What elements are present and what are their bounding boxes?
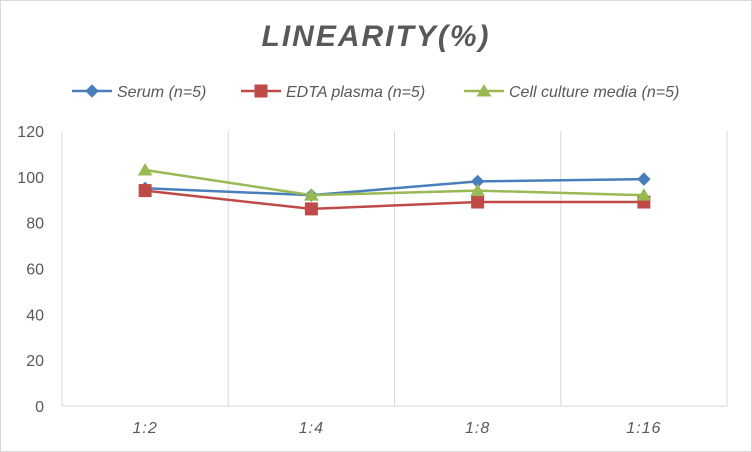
grid-lines bbox=[61, 131, 728, 406]
series-1 bbox=[138, 184, 651, 216]
data-point bbox=[137, 162, 153, 176]
chart-title: LINEARITY(%) bbox=[261, 20, 491, 53]
series-group bbox=[137, 162, 652, 216]
y-tick-label: 60 bbox=[26, 262, 44, 279]
data-point bbox=[637, 172, 651, 186]
data-point bbox=[471, 195, 485, 209]
legend-label: Cell culture media (n=5) bbox=[509, 84, 679, 101]
series-line bbox=[144, 168, 644, 197]
y-tick-label: 0 bbox=[35, 399, 44, 416]
legend-marker bbox=[85, 84, 99, 98]
data-point bbox=[470, 183, 486, 197]
legend-marker bbox=[476, 84, 492, 97]
legend-marker bbox=[254, 84, 268, 98]
series-line bbox=[145, 177, 644, 197]
x-tick-label: 1:8 bbox=[465, 420, 490, 437]
y-tick-label: 40 bbox=[26, 307, 44, 324]
data-point bbox=[636, 188, 652, 201]
x-tick-label: 1:4 bbox=[299, 420, 324, 437]
y-tick-label: 120 bbox=[17, 124, 44, 141]
data-point bbox=[304, 202, 318, 216]
y-tick-label: 100 bbox=[17, 170, 44, 187]
series-2 bbox=[137, 162, 652, 201]
y-tick-label: 20 bbox=[26, 353, 44, 370]
data-point bbox=[303, 188, 319, 201]
legend-item: EDTA plasma (n=5) bbox=[241, 84, 425, 101]
data-point bbox=[138, 184, 152, 198]
x-tick-label: 1:2 bbox=[133, 420, 158, 437]
y-tick-label: 80 bbox=[26, 216, 44, 233]
legend: Serum (n=5) EDTA plasma (n=5) Cell culture… bbox=[72, 84, 679, 101]
legend-label: Serum (n=5) bbox=[117, 84, 206, 101]
legend-item: Serum (n=5) bbox=[72, 84, 206, 101]
series-line bbox=[144, 189, 644, 211]
legend-label: EDTA plasma (n=5) bbox=[286, 84, 425, 101]
legend-item: Cell culture media (n=5) bbox=[464, 84, 679, 101]
x-tick-label: 1:16 bbox=[626, 420, 661, 437]
axes: 0 20 40 60 80 100 120 1:2 1:4 1:8 1:16 bbox=[17, 124, 727, 437]
